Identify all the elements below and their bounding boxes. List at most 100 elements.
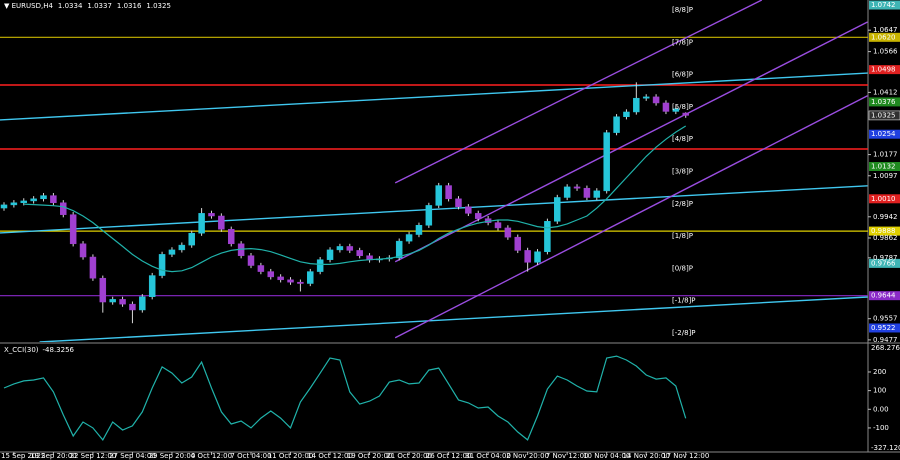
x-tick-label: 2 Nov 20:00 <box>506 452 549 460</box>
x-tick-label: 21 Oct 20:00 <box>386 452 432 460</box>
x-tick-label: 7 Nov 12:00 <box>546 452 589 460</box>
candle-body <box>208 213 215 217</box>
murray-price-label: 0.9888 <box>871 227 896 235</box>
murray-label: [6/8]P <box>672 71 693 79</box>
murray-label: [7/8]P <box>672 38 693 46</box>
candle-body <box>277 276 284 281</box>
candle-body <box>633 97 640 113</box>
trendline <box>394 21 868 263</box>
murray-price-box <box>869 194 900 204</box>
y-tick-label: 1.0412 <box>873 88 898 96</box>
candle-body <box>50 195 57 204</box>
x-tick-label: 29 Sep 20:00 <box>149 452 196 460</box>
ohlc-value: 1.0337 <box>87 2 112 10</box>
candle-body <box>10 202 18 206</box>
murray-label: [3/8]P <box>672 168 693 176</box>
indicator-min-label: -327.1204 <box>871 444 900 452</box>
candle-body <box>613 116 620 133</box>
indicator-y-tick-label: -100 <box>873 424 889 432</box>
candle-body <box>593 190 601 198</box>
indicator-plot <box>3 355 687 441</box>
candle-body <box>425 205 433 226</box>
candle-body <box>30 198 37 202</box>
candle-body <box>257 265 265 272</box>
y-tick-label: 0.9477 <box>873 336 898 344</box>
candle-body <box>652 96 660 104</box>
candle-body <box>247 255 255 266</box>
x-tick-label: 31 Oct 04:00 <box>465 452 511 460</box>
murray-label: [-2/8]P <box>672 329 695 337</box>
indicator-name: X_CCI(30) <box>4 346 39 354</box>
murray-label: [8/8]P <box>672 6 693 14</box>
murray-label: [1/8]P <box>672 232 693 240</box>
murray-price-label: 1.0254 <box>871 130 896 138</box>
murray-price-box <box>869 226 900 236</box>
y-tick-label: 0.9787 <box>873 254 898 262</box>
murray-price-label: 1.0498 <box>871 66 896 74</box>
y-tick-label: 1.0097 <box>873 172 898 180</box>
candle-body <box>455 198 462 207</box>
x-tick-label: 4 Oct 12:00 <box>191 452 232 460</box>
candle-body <box>534 251 541 263</box>
y-tick-label: 0.9862 <box>873 234 898 242</box>
indicator-y-tick-label: 200 <box>873 368 886 376</box>
trendline <box>394 95 868 339</box>
ohlc-value: 1.0316 <box>117 2 142 10</box>
candle-body <box>139 296 146 311</box>
trendline <box>0 185 868 234</box>
candle-body <box>0 204 8 209</box>
candle-body <box>573 186 581 189</box>
indicator-max-label: 268.2764 <box>871 344 900 352</box>
indicator-header: X_CCI(30) -48.3256 <box>4 346 75 354</box>
candle-body <box>79 243 87 258</box>
y-tick-label: 1.0177 <box>873 151 898 159</box>
x-tick-label: 14 Nov 20:00 <box>623 452 670 460</box>
murray-price-label: 1.0620 <box>871 33 896 41</box>
trendline <box>0 72 868 121</box>
x-tick-label: 19 Oct 20:00 <box>347 452 393 460</box>
murray-price-box <box>869 162 900 171</box>
murray-price-box <box>869 323 900 333</box>
murray-label: [4/8]P <box>672 135 693 143</box>
candle-body <box>218 215 225 230</box>
indicator-line <box>3 355 687 441</box>
candle-body <box>662 102 670 112</box>
murray-price-box <box>869 65 900 75</box>
x-tick-label: 14 Oct 12:00 <box>307 452 353 460</box>
candle-body <box>20 200 28 204</box>
murray-price-box <box>869 32 900 42</box>
header: ▼ EURUSD,H4 1.0334 1.0337 1.0316 1.0325 <box>4 2 171 10</box>
candle-body <box>494 222 502 229</box>
murray-price-label: 1.0132 <box>871 163 896 171</box>
indicator-y-tick-label: 100 <box>873 387 886 395</box>
candle-body <box>465 206 472 214</box>
header-icon: ▼ <box>4 2 12 10</box>
candle-body <box>603 132 610 192</box>
candle-body <box>89 256 97 279</box>
murray-price-box <box>869 97 900 107</box>
murray-price-box <box>869 129 900 139</box>
y-tick-label: 0.9557 <box>873 315 898 323</box>
murray-price-box <box>869 258 900 268</box>
current-price-label: 1.0325 <box>871 111 896 119</box>
x-tick-label: 17 Nov 12:00 <box>662 452 709 460</box>
murray-price-label: 1.0742 <box>871 1 896 9</box>
x-tick-label: 15 Sep 2022 <box>1 452 45 460</box>
candle-body <box>99 277 107 303</box>
candle-body <box>642 96 650 99</box>
candle-body <box>474 213 482 219</box>
symbol: EURUSD,H4 <box>12 2 54 10</box>
x-tick-label: 19 Sep 20:00 <box>30 452 77 460</box>
candle-body <box>60 202 67 215</box>
candle-body <box>119 299 126 305</box>
moving-average <box>23 125 687 273</box>
candle-body <box>198 213 205 234</box>
candle-body <box>227 228 235 245</box>
candle-body <box>514 236 522 251</box>
x-tick-label: 10 Nov 04:00 <box>583 452 630 460</box>
candle-body <box>405 234 413 242</box>
